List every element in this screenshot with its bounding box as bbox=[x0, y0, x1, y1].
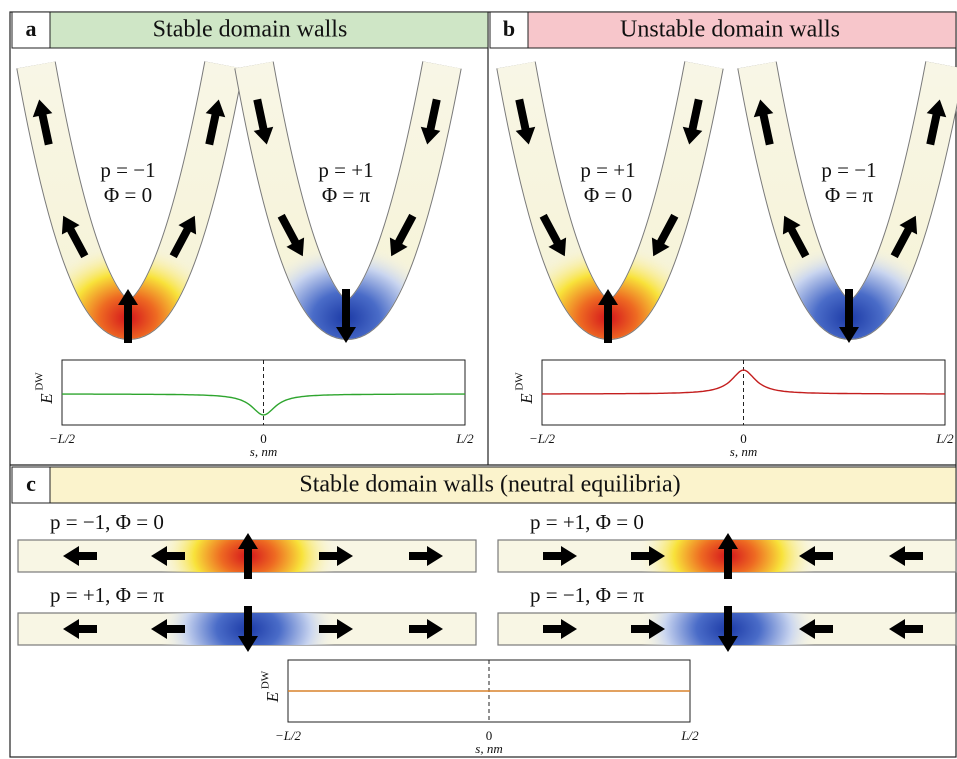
x-tick-label: −L/2 bbox=[275, 728, 302, 743]
wall-label: p = −1 bbox=[821, 158, 876, 182]
x-tick-label: −L/2 bbox=[49, 431, 76, 446]
panel-letter: a bbox=[26, 16, 37, 41]
wall-label: p = +1 bbox=[318, 158, 373, 182]
strip-label: p = −1, Φ = π bbox=[530, 583, 644, 607]
y-axis-label-sup: DW bbox=[34, 372, 46, 391]
strip-label: p = +1, Φ = 0 bbox=[530, 510, 644, 534]
x-axis-label: s, nm bbox=[250, 444, 277, 459]
wall-label: Φ = 0 bbox=[104, 183, 152, 207]
y-axis-label-sup: DW bbox=[514, 372, 526, 391]
x-axis-label: s, nm bbox=[475, 741, 502, 756]
panel-letter: c bbox=[26, 471, 36, 496]
panel-title: Stable domain walls (neutral equilibria) bbox=[299, 472, 680, 498]
y-axis-label-main: E bbox=[517, 393, 536, 405]
x-tick-label: L/2 bbox=[935, 431, 954, 446]
panel-title: Stable domain walls bbox=[153, 17, 348, 43]
y-axis-label-main: E bbox=[37, 393, 56, 405]
wall-label: p = +1 bbox=[580, 158, 635, 182]
panel-title: Unstable domain walls bbox=[620, 17, 840, 43]
strip-label: p = +1, Φ = π bbox=[50, 583, 164, 607]
x-tick-label: −L/2 bbox=[529, 431, 556, 446]
y-axis-label-main: E bbox=[263, 691, 282, 703]
wall-label: Φ = 0 bbox=[584, 183, 632, 207]
wall-label: p = −1 bbox=[100, 158, 155, 182]
wall-label: Φ = π bbox=[825, 183, 874, 207]
figure: a Stable domain walls b Unstable domain … bbox=[0, 0, 957, 759]
y-axis-label: E DW bbox=[514, 372, 536, 405]
strip-label: p = −1, Φ = 0 bbox=[50, 510, 164, 534]
y-axis-label: E DW bbox=[34, 372, 56, 405]
y-axis-label-sup: DW bbox=[260, 670, 272, 689]
panel-letter: b bbox=[503, 16, 515, 41]
wall-label: Φ = π bbox=[322, 183, 371, 207]
x-tick-label: L/2 bbox=[680, 728, 699, 743]
x-tick-label: L/2 bbox=[455, 431, 474, 446]
x-axis-label: s, nm bbox=[730, 444, 757, 459]
